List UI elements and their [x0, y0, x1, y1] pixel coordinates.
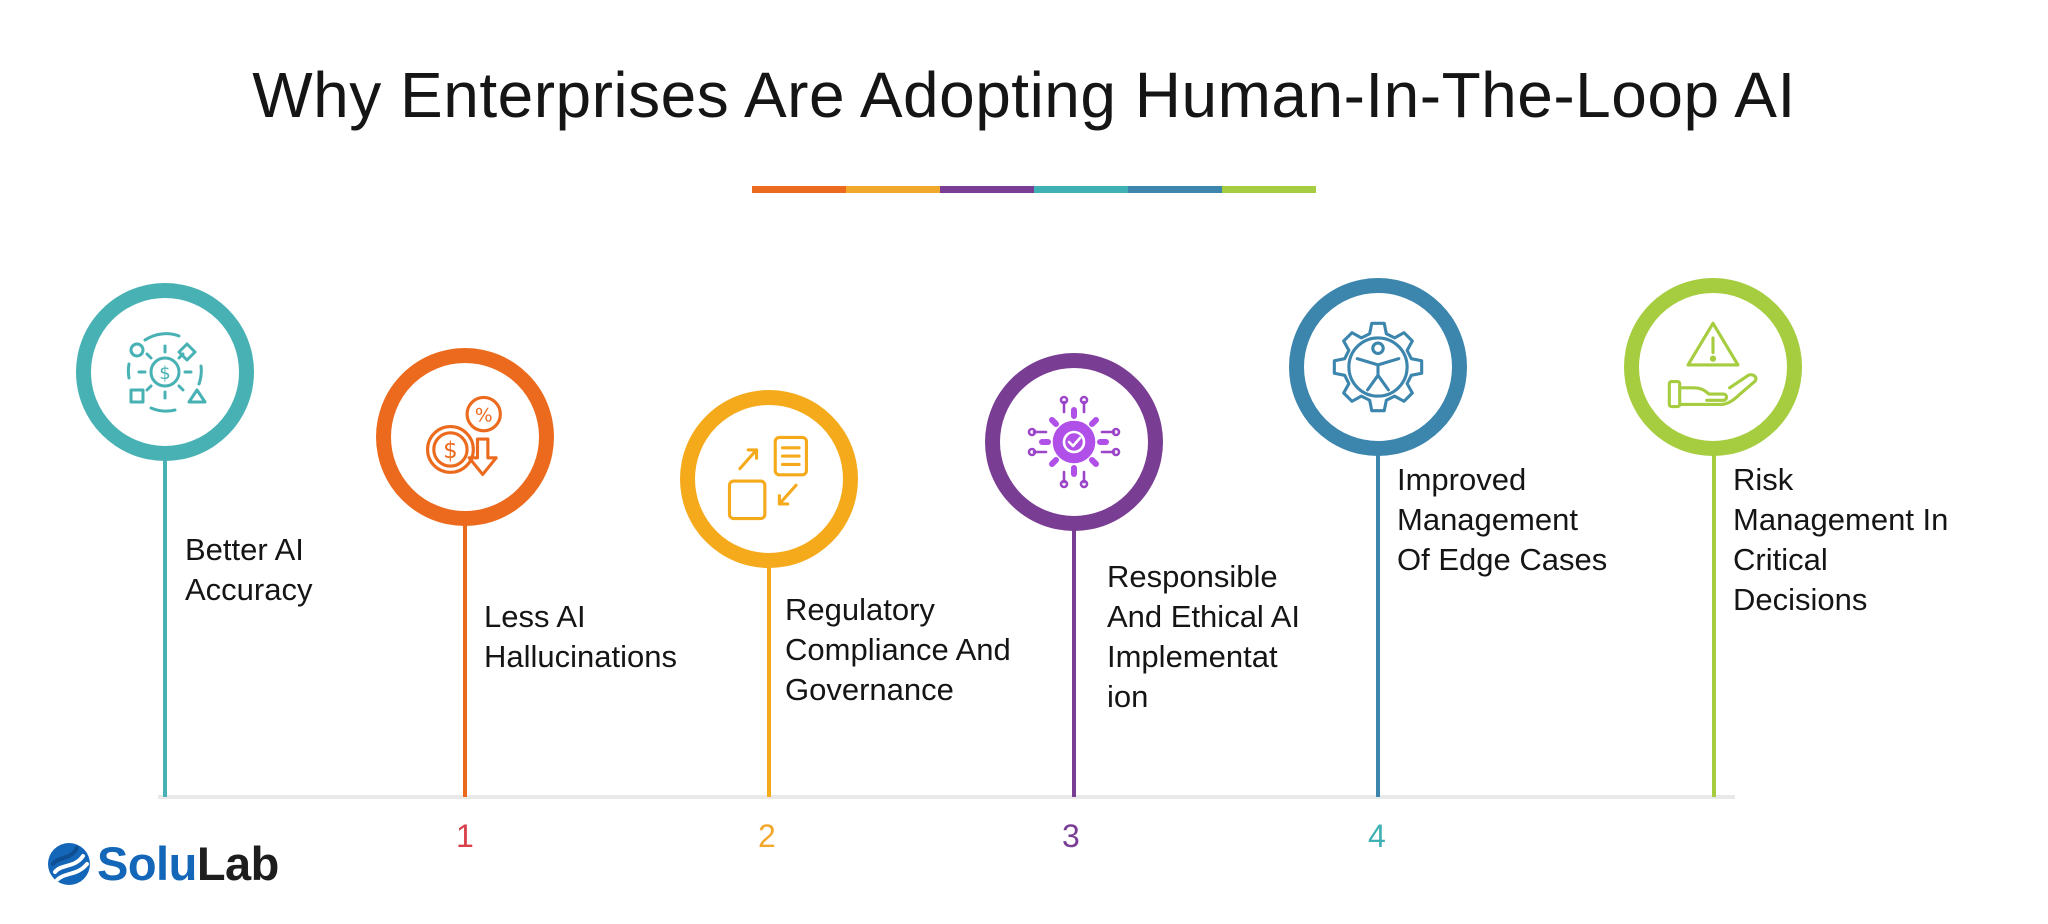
hand-warning-icon [1667, 321, 1758, 409]
timeline-baseline [158, 795, 1735, 799]
ai-gear-chip-icon [1027, 395, 1121, 489]
logo-text-part1: Solu [97, 837, 197, 890]
title-bar-segment [1222, 186, 1316, 193]
milestone-circle-less-ai-hallucinations: $ % [376, 348, 554, 526]
milestone-number-1: 1 [456, 818, 474, 854]
milestone-number-4: 4 [1368, 818, 1386, 854]
timeline-stem-regulatory-compliance [767, 545, 771, 797]
dollar-percent-down-icon: $ % [426, 395, 502, 476]
timeline-stem-less-ai-hallucinations [463, 500, 467, 797]
timeline-stem-edge-cases [1376, 440, 1380, 797]
gear-cycle-dollar-icon: $ [126, 332, 207, 413]
logo-text-part2: Lab [196, 837, 280, 890]
solulab-logo-icon [48, 842, 90, 885]
milestone-label-responsible-ethical-ai: Responsible And Ethical AI Implementat i… [1107, 559, 1301, 714]
gear-person-icon [1332, 321, 1424, 413]
title-bar-segment [1128, 186, 1222, 193]
timeline-stem-responsible-ethical-ai [1072, 510, 1076, 797]
solulab-logo: SoluLab [47, 836, 279, 891]
milestone-circle-edge-cases [1289, 278, 1467, 456]
timeline-stem-better-ai-accuracy [163, 440, 167, 797]
milestone-circle-responsible-ethical-ai [985, 353, 1163, 531]
milestone-circle-regulatory-compliance [680, 390, 858, 568]
milestone-circle-better-ai-accuracy: $ [76, 283, 254, 461]
document-exchange-icon [727, 435, 808, 521]
solulab-logo-text: SoluLab [97, 836, 279, 891]
title-bar-segment [846, 186, 940, 193]
milestone-label-better-ai-accuracy: Better AI Accuracy [185, 532, 313, 607]
title-color-bar [752, 186, 1316, 193]
milestone-number-2: 2 [758, 818, 776, 854]
milestone-number-3: 3 [1062, 818, 1080, 854]
milestone-label-risk-management: Risk Management In Critical Decisions [1733, 462, 1949, 617]
page-title: Why Enterprises Are Adopting Human-In-Th… [252, 59, 1796, 131]
svg-text:$: $ [443, 438, 458, 464]
timeline-stem-risk-management [1712, 440, 1716, 797]
svg-text:%: % [475, 405, 493, 426]
title-bar-segment [940, 186, 1034, 193]
title-bar-segment [1034, 186, 1128, 193]
svg-text:$: $ [159, 363, 170, 384]
milestone-label-regulatory-compliance: Regulatory Compliance And Governance [785, 592, 1011, 707]
milestone-circle-risk-management [1624, 278, 1802, 456]
milestone-label-edge-cases: Improved Management Of Edge Cases [1397, 462, 1608, 577]
milestone-label-less-ai-hallucinations: Less AI Hallucinations [484, 599, 677, 674]
title-bar-segment [752, 186, 846, 193]
